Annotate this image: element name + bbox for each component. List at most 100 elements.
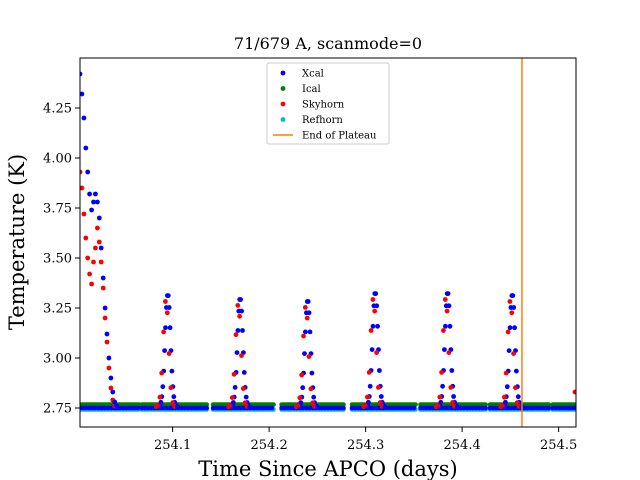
xcal-point <box>546 405 552 411</box>
xcal-point <box>382 404 388 410</box>
xcal-point <box>167 325 173 331</box>
skyhorn-point <box>306 354 312 359</box>
xcal-point <box>204 405 210 411</box>
xcal-point <box>238 297 244 302</box>
skyhorn-point <box>437 394 443 400</box>
legend-label: End of Plateau <box>302 131 377 142</box>
skyhorn-point <box>365 394 370 400</box>
xcal-point <box>449 368 455 373</box>
ical-point <box>483 402 488 407</box>
skyhorn-point <box>93 245 98 251</box>
skyhorn-point <box>80 169 83 175</box>
xcal-point <box>169 368 175 374</box>
skyhorn-point <box>441 328 446 333</box>
xcal-point <box>104 331 110 337</box>
skyhorn-point <box>237 313 243 319</box>
skyhorn-point <box>366 370 372 375</box>
legend-label: Skyhorn <box>302 100 345 111</box>
xcal-point <box>309 370 315 376</box>
skyhorn-point <box>502 394 507 400</box>
skyhorn-point <box>83 235 89 241</box>
xcal-point <box>506 348 512 353</box>
xcal-point <box>95 199 100 205</box>
skyhorn-point <box>163 299 168 304</box>
xcal-point <box>96 215 102 221</box>
xcal-point <box>483 405 488 411</box>
xcal-point <box>243 394 249 400</box>
xcal-point <box>454 404 460 410</box>
y-tick-label: 3.25 <box>43 302 72 317</box>
xcal-point <box>230 400 236 405</box>
skyhorn-point <box>95 225 100 231</box>
legend-dot-swatch <box>280 86 286 91</box>
xcal-point <box>375 323 380 329</box>
y-tick-label: 3.00 <box>43 352 72 367</box>
xcal-point <box>112 399 118 405</box>
skyhorn-point <box>87 271 92 277</box>
skyhorn-point <box>91 259 96 265</box>
skyhorn-point <box>233 332 239 338</box>
skyhorn-point <box>507 299 513 304</box>
y-tick-label: 4.00 <box>43 152 72 167</box>
skyhorn-point <box>80 185 85 191</box>
skyhorn-point <box>505 329 511 335</box>
xcal-point <box>165 293 171 298</box>
skyhorn-point <box>301 333 306 339</box>
xcal-point <box>303 329 308 335</box>
skyhorn-point <box>297 395 303 401</box>
legend-label: Xcal <box>302 69 324 80</box>
xcal-point <box>232 385 238 390</box>
skyhorn-point <box>239 353 244 358</box>
skyhorn-point <box>229 395 235 400</box>
x-tick-label: 254.3 <box>347 438 384 453</box>
xcal-point <box>366 399 371 405</box>
xcal-point <box>108 375 114 381</box>
xcal-point <box>305 299 311 304</box>
xcal-point <box>234 350 240 355</box>
skyhorn-point <box>374 350 379 355</box>
legend: Xcal Ical Skyhorn Refhorn End of Plateau <box>266 62 390 145</box>
x-tick-label: 254.4 <box>444 438 481 453</box>
xcal-point <box>114 403 120 409</box>
xcal-point <box>510 293 516 298</box>
legend-dot-swatch <box>280 117 286 122</box>
xcal-point <box>307 329 313 335</box>
xcal-point <box>311 394 317 400</box>
skyhorn-point <box>442 297 448 302</box>
legend-dot-swatch <box>280 70 286 76</box>
skyhorn-point <box>444 308 450 314</box>
xcal-point <box>93 191 98 197</box>
y-tick-label: 2.75 <box>43 402 72 417</box>
xcal-point <box>241 370 247 375</box>
skyhorn-point <box>159 370 165 376</box>
skyhorn-point <box>435 402 441 408</box>
xcal-point <box>239 308 245 314</box>
xcal-point <box>175 404 180 410</box>
xcal-point <box>504 384 510 390</box>
xcal-point <box>240 328 245 333</box>
ical-point <box>546 402 552 407</box>
chart-title: 71/679 A, scanmode=0 <box>234 34 422 53</box>
y-tick-label: 3.50 <box>43 252 72 267</box>
skyhorn-point <box>509 310 515 316</box>
xcal-point <box>507 325 513 331</box>
xcal-point <box>80 71 83 77</box>
skyhorn-point <box>511 351 516 356</box>
skyhorn-point <box>302 305 308 310</box>
skyhorn-point <box>448 385 454 390</box>
xcal-point <box>367 383 373 389</box>
xcal-point <box>341 405 346 411</box>
y-axis-label: Temperature (K) <box>5 154 29 330</box>
xcal-point <box>91 199 96 205</box>
xcal-point <box>100 275 106 281</box>
xcal-point <box>503 399 508 405</box>
skyhorn-point <box>308 386 314 392</box>
y-tick-label: 4.25 <box>43 102 72 117</box>
xcal-point <box>158 399 164 405</box>
skyhorn-point <box>108 385 114 391</box>
xcal-point <box>171 394 177 400</box>
xcal-point <box>443 323 448 329</box>
xcal-point <box>302 351 307 356</box>
skyhorn-point <box>85 255 91 261</box>
skyhorn-point <box>106 365 112 371</box>
